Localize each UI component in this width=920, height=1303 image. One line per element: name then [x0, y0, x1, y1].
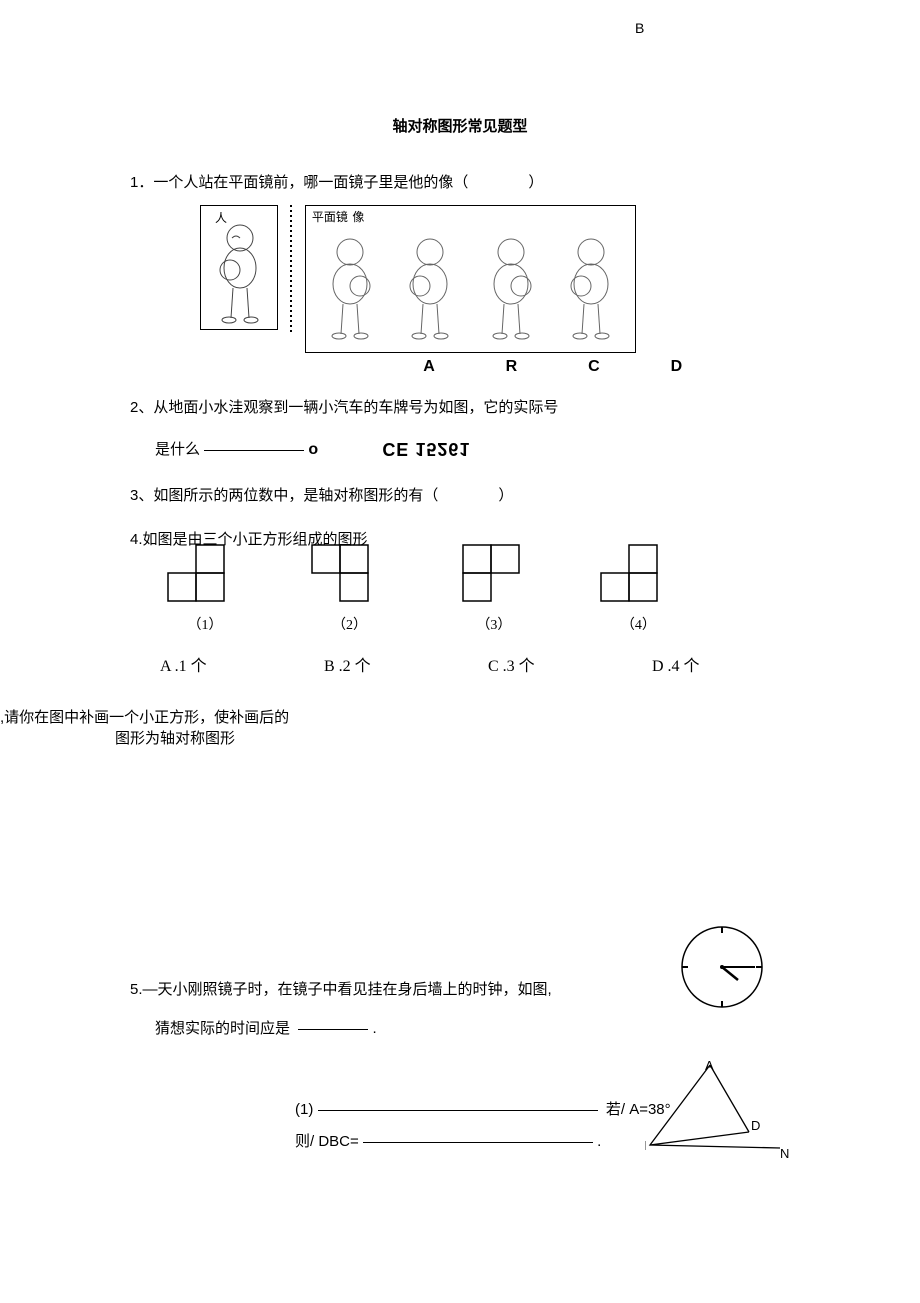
- triangle-figure: A I D N: [645, 1060, 795, 1165]
- q5-suffix: .: [373, 1020, 377, 1037]
- question-3: 3、如图所示的两位数中，是轴对称图形的有（ ）: [130, 484, 860, 508]
- q6-2-prefix: 则/ DBC=: [295, 1133, 359, 1150]
- tri-label-i: I: [645, 1138, 647, 1153]
- q1-option-b-figure: [394, 228, 466, 348]
- q1-option-d-figure: [555, 228, 627, 348]
- q1-label-person: 人: [215, 211, 227, 225]
- license-plate: CE 15261: [382, 438, 470, 459]
- q4-shapes: （1） （2） （3）: [135, 541, 920, 634]
- shape-1: （1）: [135, 541, 275, 634]
- q1-opt-d: D: [637, 358, 715, 376]
- q4-opt-a: A .1 个: [160, 652, 320, 676]
- page-title: 轴对称图形常见题型: [0, 115, 920, 136]
- q1-label-mirror: 平面镜: [312, 210, 348, 224]
- q4-opt-b: B .2 个: [324, 652, 484, 676]
- q6-2-suffix: .: [597, 1133, 601, 1150]
- tri-label-n: N: [780, 1146, 789, 1160]
- tri-label-a: A: [705, 1060, 714, 1073]
- question-4b-1: ,请你在图中补画一个小正方形，使补画后的: [0, 706, 400, 727]
- shape-1-svg: [160, 541, 250, 606]
- q5-blank[interactable]: [298, 1015, 368, 1030]
- shape-4: （4）: [568, 541, 708, 634]
- q6-blank-1[interactable]: [318, 1096, 598, 1111]
- header-letter: B: [635, 20, 644, 36]
- q4-options: A .1 个 B .2 个 C .3 个 D .4 个: [160, 652, 920, 676]
- q2-suffix: o: [308, 441, 318, 458]
- clock-icon: [675, 920, 770, 1015]
- q6-1-prefix: (1): [295, 1101, 313, 1118]
- q6-blank-2[interactable]: [363, 1128, 593, 1143]
- question-5-line2: 猜想实际的时间应是 .: [155, 1017, 920, 1038]
- clock-figure: [675, 920, 770, 1020]
- shape-3-label: （3）: [424, 614, 564, 634]
- q1-opt-c: C: [555, 358, 633, 376]
- q5-prefix: 猜想实际的时间应是: [155, 1020, 290, 1037]
- shape-4-label: （4）: [568, 614, 708, 634]
- tri-label-d: D: [751, 1118, 760, 1133]
- shape-1-label: （1）: [135, 614, 275, 634]
- shape-2: （2）: [279, 541, 419, 634]
- q1-person-frame: 人: [200, 205, 278, 330]
- q1-label-image: 像: [352, 210, 364, 224]
- question-2: 2、从地面小水洼观察到一辆小汽车的车牌号为如图，它的实际号: [130, 396, 860, 420]
- q1-options-frame: 平面镜 像: [305, 205, 636, 353]
- question-2-line2: 是什么 o CE 15261: [155, 438, 920, 459]
- q1-opt-b: R: [472, 358, 550, 376]
- q4-opt-d: D .4 个: [652, 652, 812, 676]
- q1-option-a-figure: [314, 228, 386, 348]
- shape-3: （3）: [424, 541, 564, 634]
- shape-2-label: （2）: [279, 614, 419, 634]
- page-content: 轴对称图形常见题型 1．一个人站在平面镜前，哪一面镜子里是他的像（ ） 人 平面…: [0, 115, 920, 1154]
- shape-2-svg: [304, 541, 394, 606]
- question-1: 1．一个人站在平面镜前，哪一面镜子里是他的像（ ）: [130, 171, 860, 195]
- q1-opt-a: A: [390, 358, 468, 376]
- person-icon: 人: [205, 210, 275, 325]
- q1-option-c-figure: [475, 228, 547, 348]
- q2-prefix: 是什么: [155, 441, 200, 458]
- mirror-line: [282, 205, 300, 335]
- question-4b-2: 图形为轴对称图形: [115, 727, 920, 748]
- q1-figure: 人 平面镜 像: [200, 205, 920, 353]
- q2-blank[interactable]: [204, 436, 304, 451]
- shape-4-svg: [593, 541, 683, 606]
- q4-opt-c: C .3 个: [488, 652, 648, 676]
- triangle-icon: A I D N: [645, 1060, 795, 1160]
- shape-3-svg: [449, 541, 539, 606]
- q1-option-labels: A R C D: [390, 358, 920, 376]
